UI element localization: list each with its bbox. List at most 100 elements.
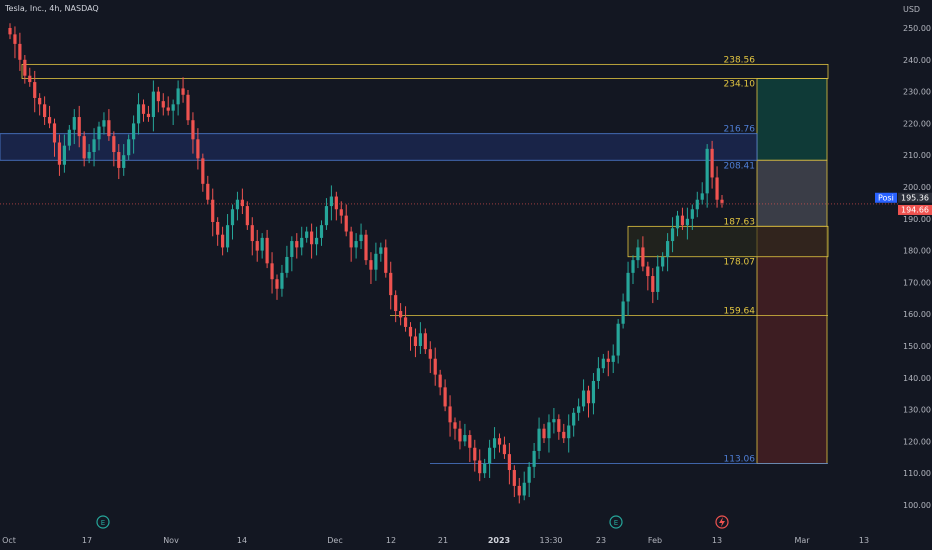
candle-body: [52, 123, 57, 143]
candle: [468, 430, 472, 463]
loss-zone: [756, 225, 828, 464]
candle-body: [611, 355, 615, 362]
price-tick-label: 190.00: [903, 215, 931, 224]
candle-body: [423, 333, 427, 350]
candle-body: [156, 91, 160, 102]
candle-body: [38, 97, 42, 105]
candle-body: [492, 438, 497, 448]
candle: [166, 96, 170, 116]
candle-body: [319, 225, 324, 238]
candle: [275, 274, 279, 300]
level-label: 216.76: [724, 125, 756, 135]
candle: [344, 204, 348, 237]
candle-body: [57, 142, 62, 165]
earnings-icon[interactable]: E: [96, 515, 110, 529]
candle-body: [28, 75, 32, 83]
candle-body: [473, 447, 477, 461]
candle: [680, 207, 685, 230]
earnings-icon[interactable]: E: [609, 515, 623, 529]
candle-body: [448, 406, 452, 423]
candle-body: [176, 88, 180, 105]
candle-body: [146, 113, 151, 118]
time-tick-label: Feb: [648, 536, 662, 545]
split-icon[interactable]: [715, 515, 729, 529]
candle: [260, 233, 264, 259]
candle: [8, 23, 12, 40]
candle-body: [216, 221, 220, 235]
candle-body: [141, 104, 146, 114]
candle-body: [512, 470, 516, 486]
candle-body: [488, 447, 492, 464]
candle: [443, 379, 447, 412]
candle-body: [379, 247, 383, 254]
candle: [146, 105, 151, 122]
candle-body: [438, 374, 442, 388]
candle-body: [567, 425, 571, 439]
level-label: 113.06: [724, 454, 756, 464]
price-tick-label: 110.00: [903, 469, 931, 478]
candle: [557, 414, 561, 440]
candle-body: [680, 215, 685, 226]
candle: [547, 414, 551, 453]
position-tag: [875, 192, 897, 203]
candle: [591, 373, 596, 415]
candle: [646, 261, 650, 291]
price-axis[interactable]: USD 100.00 110.00 120.00 130.00 140.00 150.00 1…: [903, 5, 931, 510]
candle-body: [364, 234, 368, 261]
candle: [52, 118, 57, 157]
candle: [656, 255, 660, 300]
price-tick-label: 240.00: [903, 56, 931, 65]
candle-body: [413, 336, 418, 346]
candle-body: [107, 120, 111, 137]
candle: [666, 233, 670, 272]
candle: [181, 77, 185, 103]
candle-body: [586, 390, 591, 404]
profit-zone: [756, 78, 828, 161]
candle: [117, 144, 121, 180]
time-tick-label: Mar: [794, 536, 810, 545]
candle-body: [596, 368, 600, 381]
candle: [196, 128, 200, 170]
candle-body: [389, 272, 393, 296]
candle-body: [275, 279, 279, 289]
candle-body: [572, 412, 576, 426]
candle: [77, 105, 81, 148]
candle: [132, 115, 136, 154]
candle-body: [47, 117, 52, 124]
candle-body: [399, 311, 403, 318]
time-tick-label: 13:30: [539, 536, 562, 545]
candle: [542, 423, 546, 443]
price-tick-label: 170.00: [903, 278, 931, 287]
supply-zone: [0, 133, 758, 161]
candle: [488, 439, 492, 478]
candle-body: [497, 438, 502, 445]
time-tick-label: 21: [438, 536, 448, 545]
candle: [562, 423, 566, 443]
price-tick-label: 100.00: [903, 501, 931, 510]
price-tick-label: 150.00: [903, 342, 931, 351]
level-label: 234.10: [724, 80, 756, 90]
candle: [97, 121, 101, 151]
candle: [285, 245, 289, 278]
candle: [38, 93, 42, 116]
candle: [141, 99, 146, 122]
candle-body: [344, 215, 348, 232]
time-tick-label: 13: [712, 536, 722, 545]
candle: [206, 175, 210, 205]
candle-body: [136, 104, 141, 124]
time-axis[interactable]: Oct 17 Nov 14 Dec 12 21 2023 13:30 23 Feb 13 Mar 13: [2, 536, 869, 545]
candle: [700, 182, 704, 205]
candle: [290, 236, 294, 272]
time-tick-label: 2023: [488, 536, 510, 545]
candle-body: [715, 177, 719, 200]
price-tick-label: 130.00: [903, 406, 931, 415]
level-label: 187.63: [724, 217, 756, 227]
candle: [379, 242, 383, 262]
candle-body: [117, 152, 121, 168]
candle: [201, 153, 205, 192]
candle-body: [542, 428, 546, 439]
candle: [28, 67, 32, 87]
candle-body: [666, 241, 670, 257]
candle: [92, 128, 96, 167]
